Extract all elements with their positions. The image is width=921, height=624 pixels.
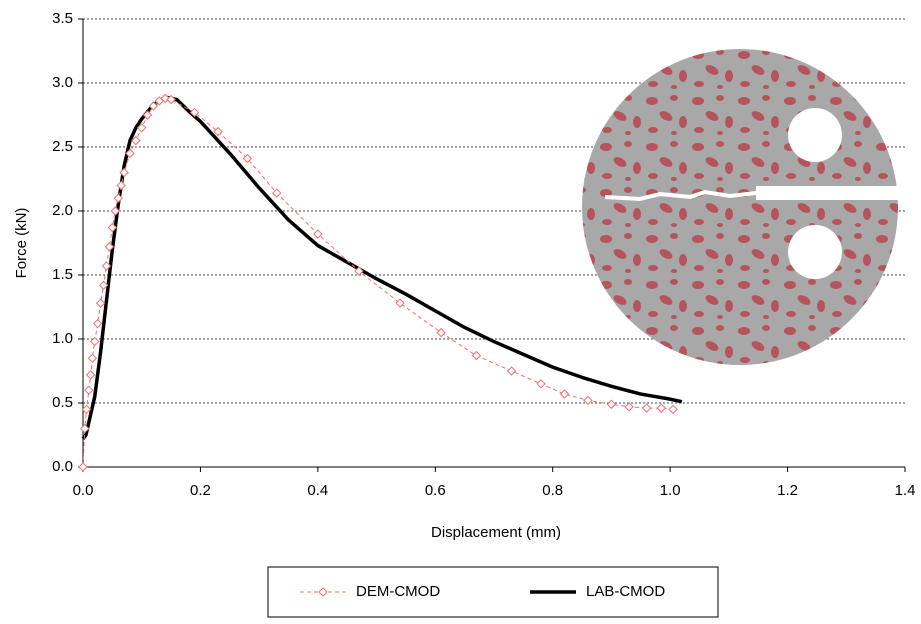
data-point (137, 123, 147, 133)
x-axis-label: Displacement (mm) (431, 524, 561, 541)
y-tick-label: 3.0 (52, 74, 73, 91)
data-point (624, 402, 634, 412)
y-tick-label: 2.0 (52, 202, 73, 219)
y-tick-label: 1.0 (52, 330, 73, 347)
data-point (101, 261, 112, 271)
y-tick-label: 2.5 (52, 138, 73, 155)
data-point (85, 370, 96, 380)
x-tick-label: 1.0 (660, 482, 681, 499)
y-tick-label: 3.5 (52, 10, 73, 27)
data-point (559, 389, 570, 399)
x-tick-label: 0.2 (190, 482, 211, 499)
data-point (506, 366, 517, 376)
data-point (116, 180, 126, 191)
x-tick-label: 1.4 (895, 482, 916, 499)
data-point (113, 193, 123, 203)
y-axis-label: Force (kN) (13, 208, 30, 279)
legend-label: LAB-CMOD (586, 583, 665, 600)
data-point (92, 318, 103, 329)
specimen-image (582, 49, 906, 365)
data-point (354, 266, 364, 276)
data-point (81, 404, 92, 415)
y-tick-label: 0.0 (52, 458, 73, 475)
data-point (142, 110, 153, 120)
specimen-crack (604, 189, 757, 202)
data-point (641, 403, 652, 413)
data-point (471, 350, 482, 361)
data-point (78, 462, 88, 472)
legend-marker (318, 587, 328, 597)
data-point (95, 298, 106, 308)
data-point (583, 395, 593, 406)
data-point (107, 222, 118, 233)
y-tick-label: 0.5 (52, 394, 73, 411)
data-point (87, 353, 98, 363)
data-point (213, 126, 223, 137)
x-tick-label: 0.8 (542, 482, 563, 499)
y-tick-label: 1.5 (52, 266, 73, 283)
x-tick-label: 0.6 (425, 482, 446, 499)
data-point (436, 327, 446, 338)
data-point (98, 280, 109, 290)
data-point (313, 229, 323, 239)
data-point (536, 379, 546, 389)
specimen-hole (788, 108, 842, 162)
data-point (84, 385, 94, 395)
data-point (189, 107, 200, 118)
data-point (119, 167, 129, 178)
data-point (90, 336, 100, 347)
series-line (82, 97, 674, 468)
data-point (272, 188, 282, 198)
data-point (110, 206, 121, 216)
data-point (148, 101, 159, 111)
x-tick-label: 0.0 (73, 482, 94, 499)
plot: 0.0 0.5 1.0 1.5 2.0 2.5 3.0 3.5 0.0 0.2 0.4 0.6 0.8 1… (52, 10, 915, 499)
specimen-disk (582, 49, 898, 365)
specimen-hole (788, 225, 842, 279)
data-point (242, 153, 253, 164)
x-tick-label: 1.2 (777, 482, 798, 499)
data-point (125, 148, 135, 159)
data-point (104, 242, 115, 252)
legend: DEM-CMOD LAB-CMOD (300, 583, 665, 600)
data-point (668, 404, 678, 415)
x-tick-label: 0.4 (307, 482, 328, 499)
legend-label: DEM-CMOD (356, 583, 440, 600)
data-point (80, 423, 90, 434)
specimen-notch (756, 186, 906, 200)
data-point (656, 403, 667, 413)
data-point (131, 135, 141, 146)
data-point (606, 399, 617, 409)
data-point (395, 298, 405, 308)
series-line (81, 95, 683, 440)
data-point (166, 94, 176, 105)
